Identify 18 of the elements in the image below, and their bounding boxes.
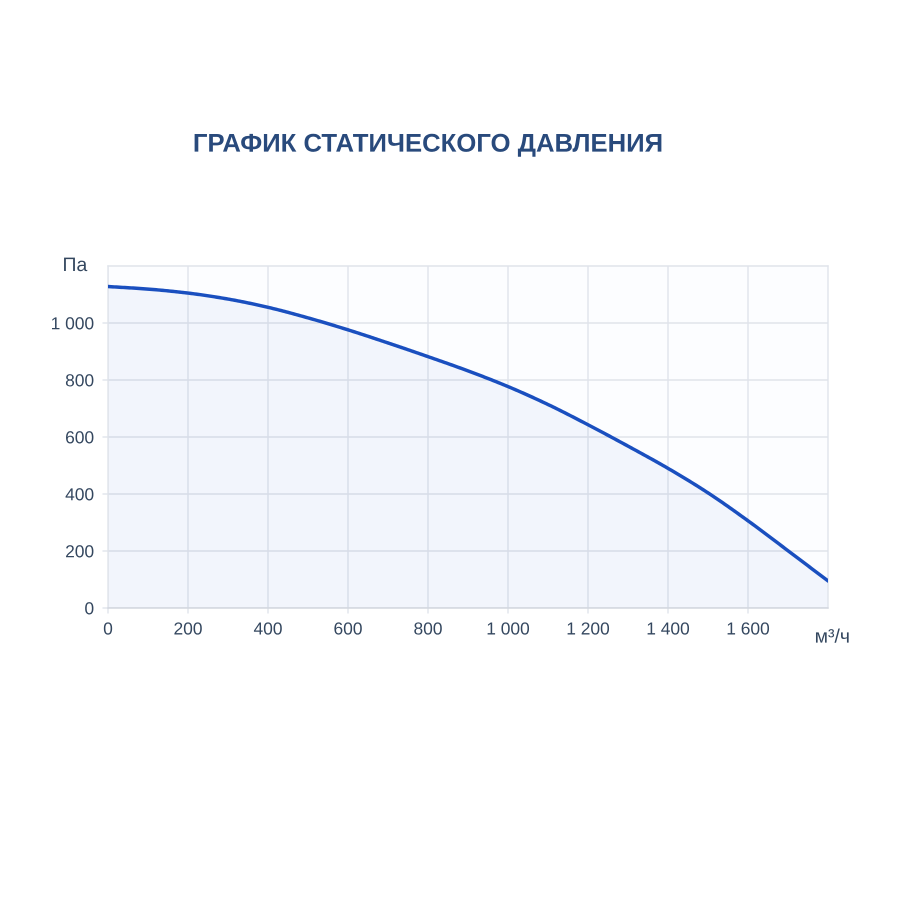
- x-tick-label: 1 400: [648, 622, 690, 635]
- x-axis-title: м³/ч: [816, 628, 849, 643]
- y-tick-label: 0: [85, 602, 94, 614]
- x-tick-label: 0: [104, 622, 112, 635]
- x-tick-label: 1 600: [728, 622, 770, 635]
- x-tick-label: 400: [254, 622, 282, 635]
- chart-title: ГРАФИК СТАТИЧЕСКОГО ДАВЛЕНИЯ: [194, 134, 662, 157]
- y-tick-label: 600: [66, 431, 94, 444]
- x-tick-label: 600: [334, 622, 362, 635]
- x-tick-label: 200: [174, 622, 202, 635]
- y-tick-label: 800: [66, 374, 94, 386]
- x-tick-label: 800: [414, 622, 442, 635]
- y-tick-label: 1 000: [52, 317, 94, 330]
- y-tick-label: 200: [66, 545, 94, 558]
- x-tick-label: 1 200: [568, 622, 610, 635]
- y-axis-title: Па: [64, 258, 88, 272]
- x-tick-label: 1 000: [488, 622, 530, 635]
- y-tick-label: 400: [66, 488, 94, 500]
